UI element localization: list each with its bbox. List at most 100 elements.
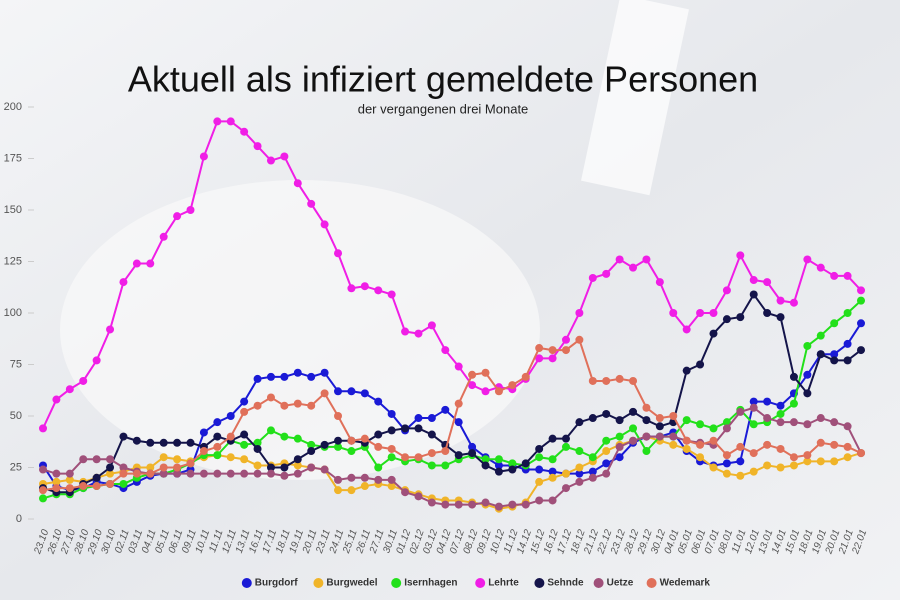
point — [615, 416, 624, 425]
legend-label: Sehnde — [547, 578, 584, 589]
point — [481, 387, 490, 396]
point — [722, 469, 731, 478]
point — [575, 469, 584, 478]
point — [682, 436, 691, 445]
point — [655, 432, 664, 441]
point — [816, 350, 825, 359]
point — [830, 457, 839, 466]
point — [347, 473, 356, 482]
point — [387, 426, 396, 435]
point — [159, 453, 168, 462]
point — [535, 354, 544, 363]
point — [602, 376, 611, 385]
point — [240, 407, 249, 416]
point — [320, 368, 329, 377]
point — [763, 414, 772, 423]
point — [763, 461, 772, 470]
point — [843, 309, 852, 317]
point — [427, 414, 436, 423]
point — [789, 372, 798, 381]
point — [280, 152, 289, 161]
point — [709, 329, 718, 338]
point — [401, 327, 410, 336]
point — [548, 346, 557, 355]
point — [414, 453, 423, 462]
point — [763, 440, 772, 449]
point — [266, 426, 275, 435]
point — [293, 368, 302, 377]
point — [709, 436, 718, 445]
point — [374, 430, 383, 439]
point — [79, 376, 88, 385]
chart-subtitle: der vergangenen drei Monate — [358, 101, 529, 116]
point — [387, 444, 396, 453]
point — [830, 271, 839, 280]
point — [387, 453, 396, 462]
legend-marker — [534, 578, 545, 588]
legend-label: Lehrte — [488, 578, 519, 589]
point — [387, 290, 396, 299]
point — [199, 428, 208, 437]
point — [857, 286, 865, 295]
point — [575, 447, 584, 456]
point — [830, 319, 839, 328]
point — [736, 471, 745, 480]
point — [347, 486, 356, 495]
point — [843, 453, 852, 462]
point — [588, 376, 597, 385]
legend-marker — [241, 578, 252, 588]
point — [293, 455, 302, 464]
legend-marker — [646, 578, 657, 588]
point — [52, 477, 61, 486]
point — [776, 313, 785, 322]
point — [213, 432, 222, 441]
point — [843, 339, 852, 348]
point — [535, 496, 544, 505]
point — [360, 282, 369, 291]
point — [253, 374, 262, 383]
point — [106, 463, 115, 472]
point — [843, 422, 852, 431]
point — [226, 412, 235, 420]
point — [508, 500, 517, 509]
point — [763, 309, 772, 317]
point — [709, 424, 718, 433]
point — [494, 387, 503, 396]
point — [414, 414, 423, 423]
point — [575, 335, 584, 344]
point — [266, 469, 275, 478]
point — [173, 455, 182, 464]
point — [696, 440, 705, 449]
point — [253, 401, 262, 410]
point — [106, 479, 115, 488]
point — [749, 403, 758, 412]
point — [65, 475, 74, 484]
y-tick-label: 0 — [16, 513, 22, 525]
point — [266, 393, 275, 402]
point — [602, 269, 611, 278]
point — [602, 459, 611, 468]
point — [561, 469, 570, 478]
point — [588, 453, 597, 462]
point — [722, 424, 731, 433]
background-pipette — [581, 0, 689, 196]
point — [468, 381, 477, 390]
point — [92, 473, 101, 482]
point — [736, 251, 745, 260]
point — [789, 453, 798, 462]
point — [535, 477, 544, 486]
y-tick-label: 200 — [4, 101, 22, 113]
point — [159, 438, 168, 447]
point — [575, 463, 584, 472]
point — [602, 409, 611, 418]
point — [548, 496, 557, 505]
point — [803, 457, 812, 466]
point — [307, 447, 316, 456]
legend-marker — [593, 578, 604, 588]
point — [789, 399, 798, 408]
point — [119, 469, 128, 478]
point — [682, 416, 691, 425]
point — [199, 469, 208, 478]
point — [441, 500, 450, 509]
